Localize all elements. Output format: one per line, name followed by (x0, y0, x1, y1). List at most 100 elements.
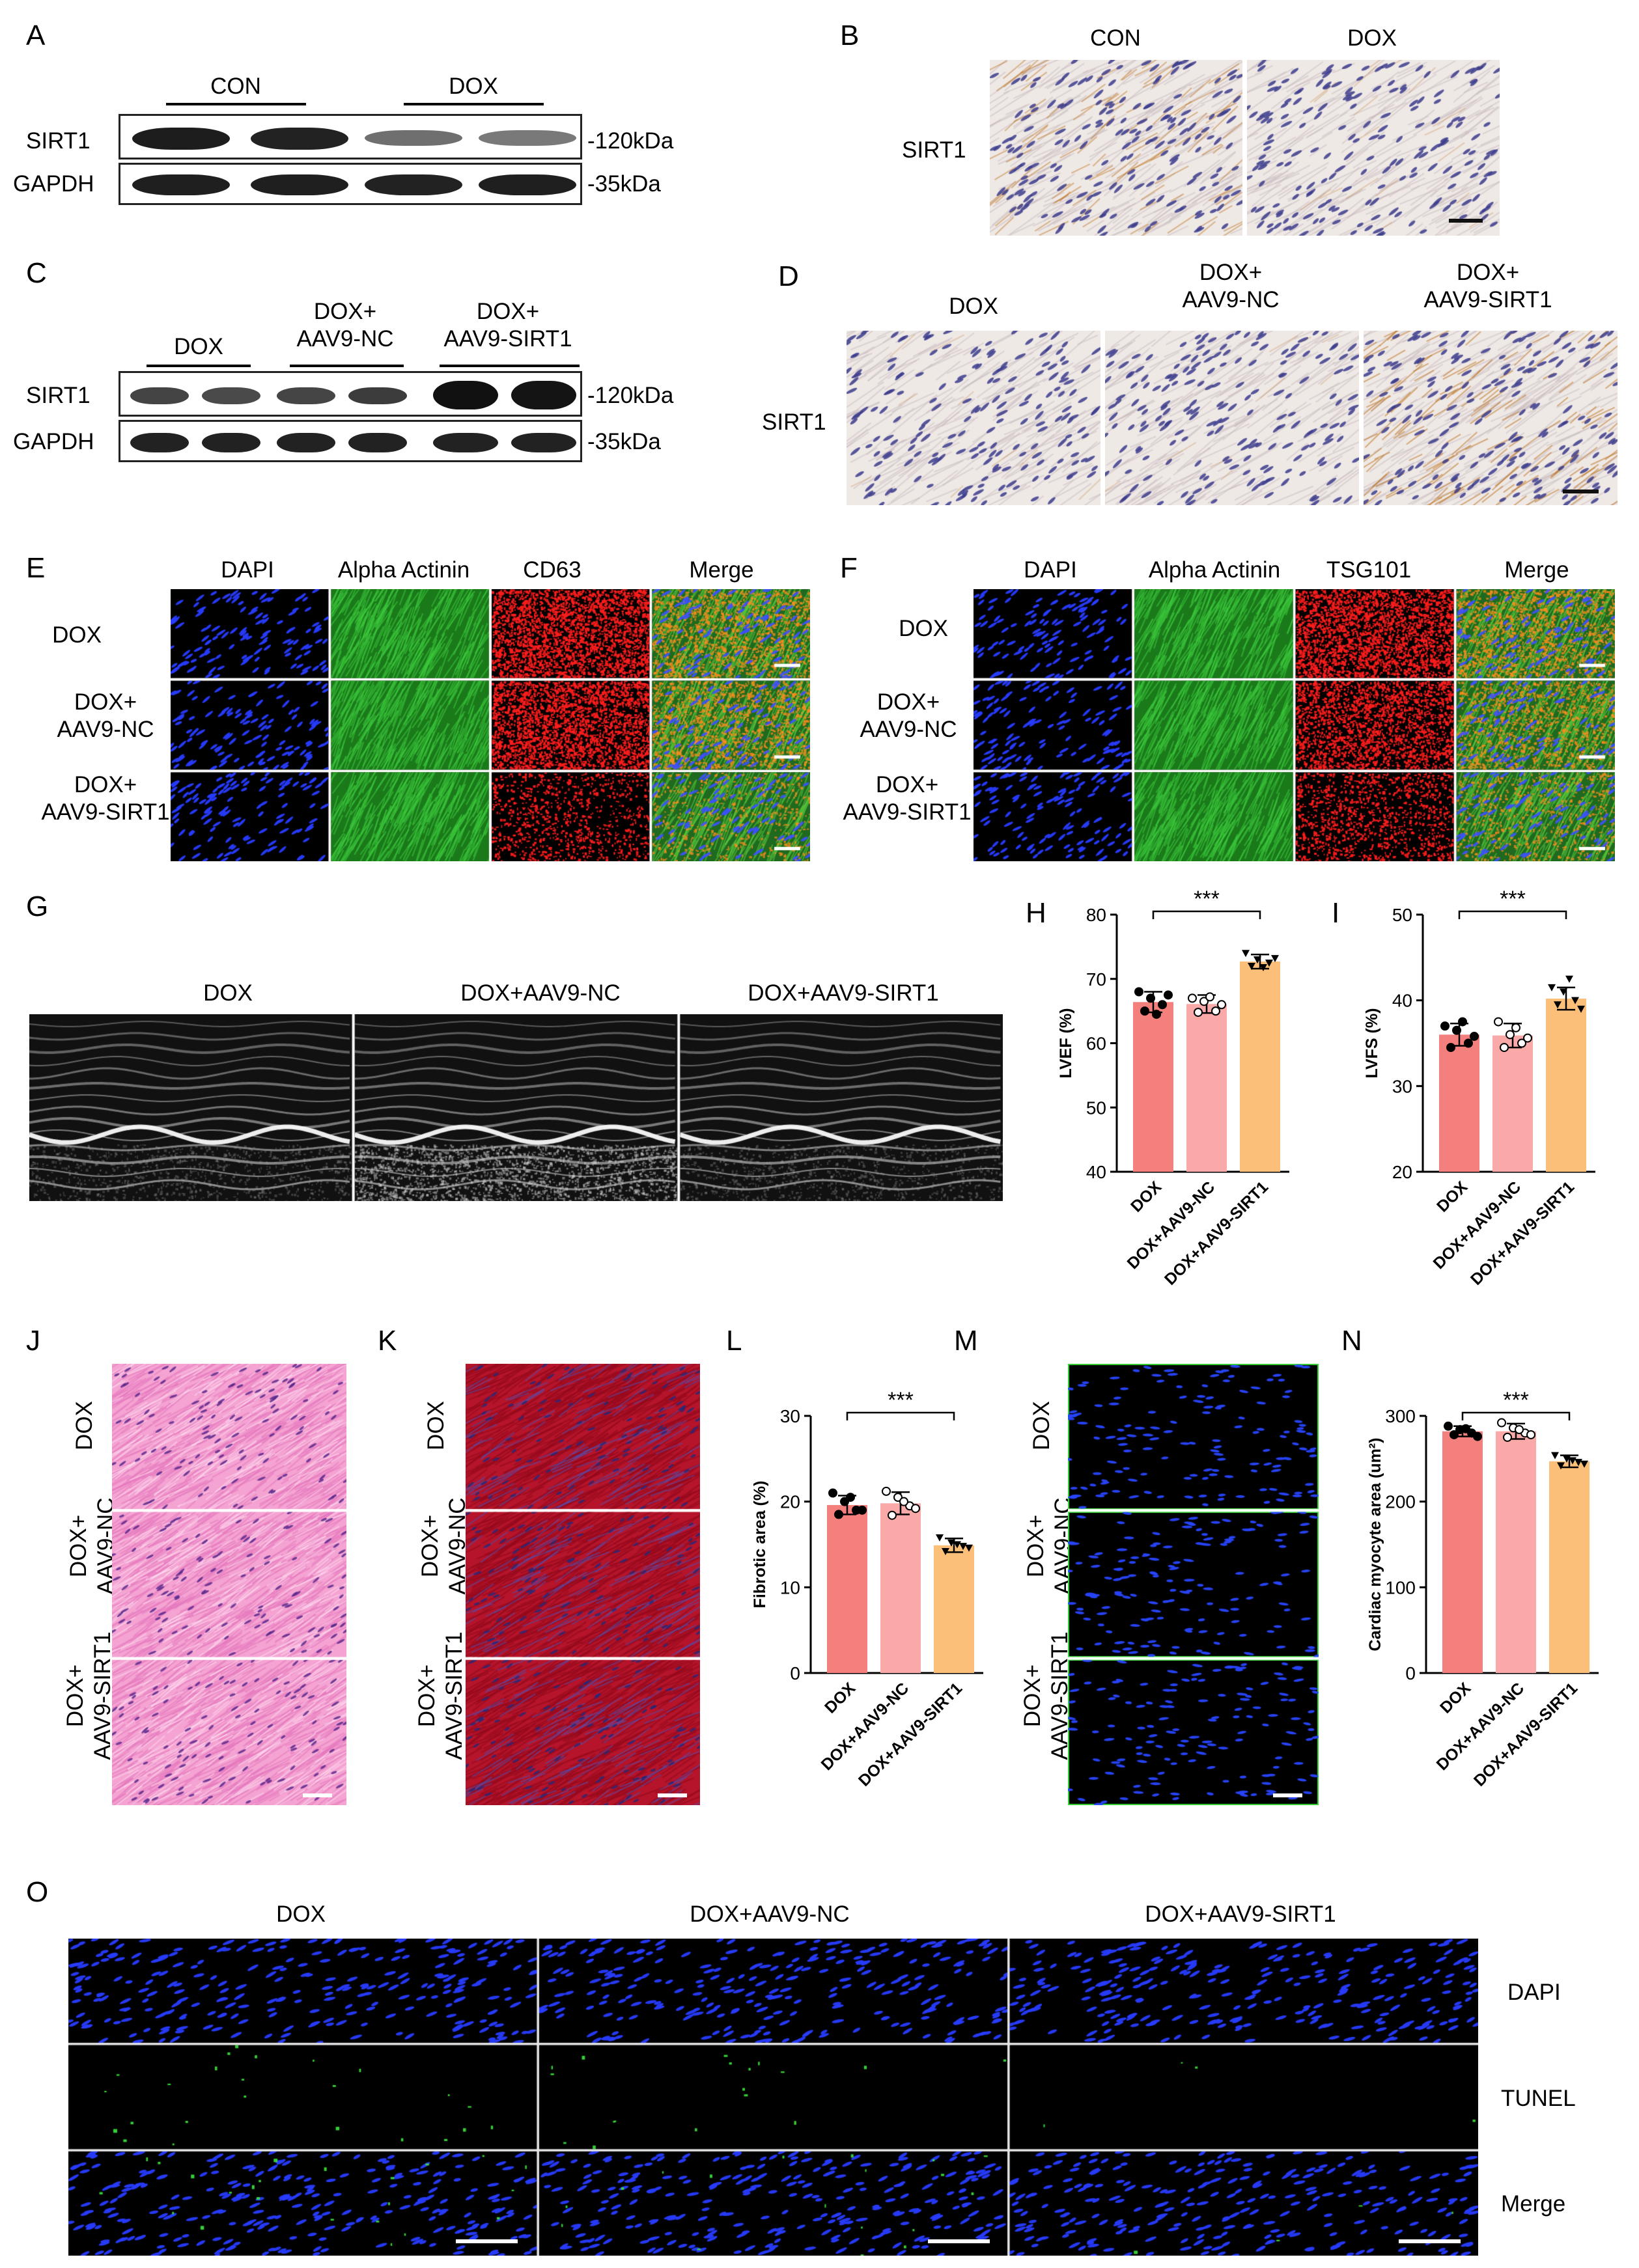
panel-letter-o: O (26, 1876, 49, 1908)
category-label: DOX (1436, 1679, 1474, 1717)
data-point (1259, 963, 1267, 971)
panel-letter-g: G (26, 891, 49, 922)
y-tick-label: 100 (1385, 1577, 1416, 1597)
data-point (1560, 988, 1567, 996)
data-point (1134, 987, 1143, 997)
data-point (1242, 950, 1250, 958)
data-point (1526, 1430, 1535, 1439)
row-label-dox-aav9-sirt1: DOX+ AAV9-SIRT1 (813, 771, 1002, 826)
column-label-dox-aav9-nc: DOX+AAV9-NC (690, 1902, 850, 1927)
y-tick-label: 50 (1392, 905, 1412, 925)
data-point (1211, 1006, 1220, 1016)
data-point (1517, 1038, 1526, 1048)
echocardiography-m-mode-strip (29, 1014, 1003, 1201)
column-label-alpha-actinin: Alpha Actinin (337, 557, 470, 583)
category-label: DOX (1433, 1178, 1471, 1215)
bar (1439, 1034, 1479, 1172)
data-point (947, 1539, 955, 1547)
group-line-dox (147, 365, 251, 367)
significance-bracket (1461, 1411, 1571, 1420)
data-point (1565, 975, 1573, 983)
category-label: DOX+AAV9-SIRT1 (1467, 1178, 1578, 1288)
significance-bracket (1458, 910, 1567, 919)
group-line-dox (404, 103, 544, 105)
data-point (1458, 1017, 1467, 1027)
data-point (1557, 1462, 1565, 1470)
data-point (911, 1504, 920, 1514)
group-label-text: DOX+ AAV9-SIRT1 (443, 299, 572, 352)
scale-bar (928, 2239, 990, 2243)
group-label-dox: DOX (449, 74, 498, 99)
ihc-image-dox-aav9-sirt1 (1364, 331, 1618, 505)
group-label-dox-aav9-nc: DOX+ AAV9-NC (267, 298, 423, 353)
column-label-dox-aav9-nc: DOX+ AAV9-NC (1146, 259, 1315, 314)
y-axis-label: LVFS (%) (1363, 1008, 1381, 1079)
data-point (1464, 1038, 1473, 1048)
panel-letter-n: N (1341, 1325, 1362, 1357)
column-label-dox: DOX (1347, 25, 1397, 51)
row-label-text: DOX (72, 1401, 97, 1450)
data-point (899, 1497, 908, 1506)
significance-label: *** (888, 1388, 914, 1413)
data-point (1575, 1459, 1582, 1467)
panel-letter-e: E (26, 552, 46, 584)
bar (1496, 1431, 1536, 1673)
data-point (965, 1544, 973, 1552)
ihc-image-dox-aav9-nc (1105, 331, 1359, 505)
data-point (1146, 993, 1155, 1003)
category-label: DOX (1127, 1178, 1165, 1215)
row-label-merge: Merge (1501, 2191, 1566, 2217)
data-point (1440, 1021, 1450, 1031)
data-point (1194, 1008, 1203, 1017)
row-label-text: DOX (423, 1401, 449, 1450)
data-point (1577, 1005, 1585, 1013)
data-point (1444, 1421, 1453, 1431)
row-label-gapdh: GAPDH (13, 429, 94, 454)
panel-letter-b: B (840, 20, 860, 51)
bar (1546, 999, 1586, 1172)
y-tick-label: 20 (1392, 1162, 1412, 1182)
data-point (1497, 1418, 1506, 1428)
data-point (858, 1505, 867, 1515)
data-point (828, 1488, 837, 1498)
column-label-dox-aav9-sirt1: DOX+AAV9-SIRT1 (748, 980, 939, 1006)
ihc-image-con (990, 60, 1242, 236)
data-point (1248, 963, 1255, 970)
group-label-dox: DOX (174, 334, 223, 359)
column-label-text: DOX+ AAV9-SIRT1 (1423, 260, 1552, 312)
row-label-dox-aav9-nc: DOX+ AAV9-NC (824, 689, 993, 743)
significance-label: *** (1194, 887, 1220, 911)
row-label-sirt1: SIRT1 (26, 128, 91, 154)
panel-letter-h: H (1026, 897, 1046, 929)
data-point (1503, 1432, 1512, 1442)
blot-gapdh (119, 163, 582, 205)
category-label: DOX (821, 1679, 859, 1717)
column-label-dox-aav9-sirt1: DOX+ AAV9-SIRT1 (1397, 259, 1579, 314)
ihc-image-dox (1247, 60, 1500, 236)
panel-letter-j: J (26, 1325, 40, 1357)
column-label-alpha-actinin: Alpha Actinin (1148, 557, 1281, 583)
y-tick-label: 40 (1392, 991, 1412, 1011)
panel-letter-i: I (1332, 897, 1340, 929)
data-point (1164, 990, 1173, 1000)
data-point (1199, 997, 1209, 1006)
bar (1549, 1461, 1590, 1673)
bar (1240, 961, 1280, 1172)
column-label-dox-aav9-nc: DOX+AAV9-NC (460, 980, 621, 1006)
y-axis-label: LVEF (%) (1057, 1008, 1075, 1079)
data-point (1140, 1006, 1149, 1016)
data-point (1205, 992, 1214, 1002)
bar (827, 1504, 867, 1673)
scale-bar (658, 1793, 687, 1797)
y-tick-label: 30 (1392, 1076, 1412, 1096)
data-point (1580, 1460, 1588, 1468)
y-tick-label: 0 (1405, 1663, 1416, 1683)
data-point (1265, 960, 1273, 967)
data-point (834, 1510, 843, 1519)
group-line-dox-aav9-nc (290, 365, 404, 367)
data-point (942, 1548, 949, 1556)
significance-label: *** (1500, 887, 1526, 911)
panel-letter-k: K (378, 1325, 397, 1357)
column-label-con: CON (1090, 25, 1141, 51)
